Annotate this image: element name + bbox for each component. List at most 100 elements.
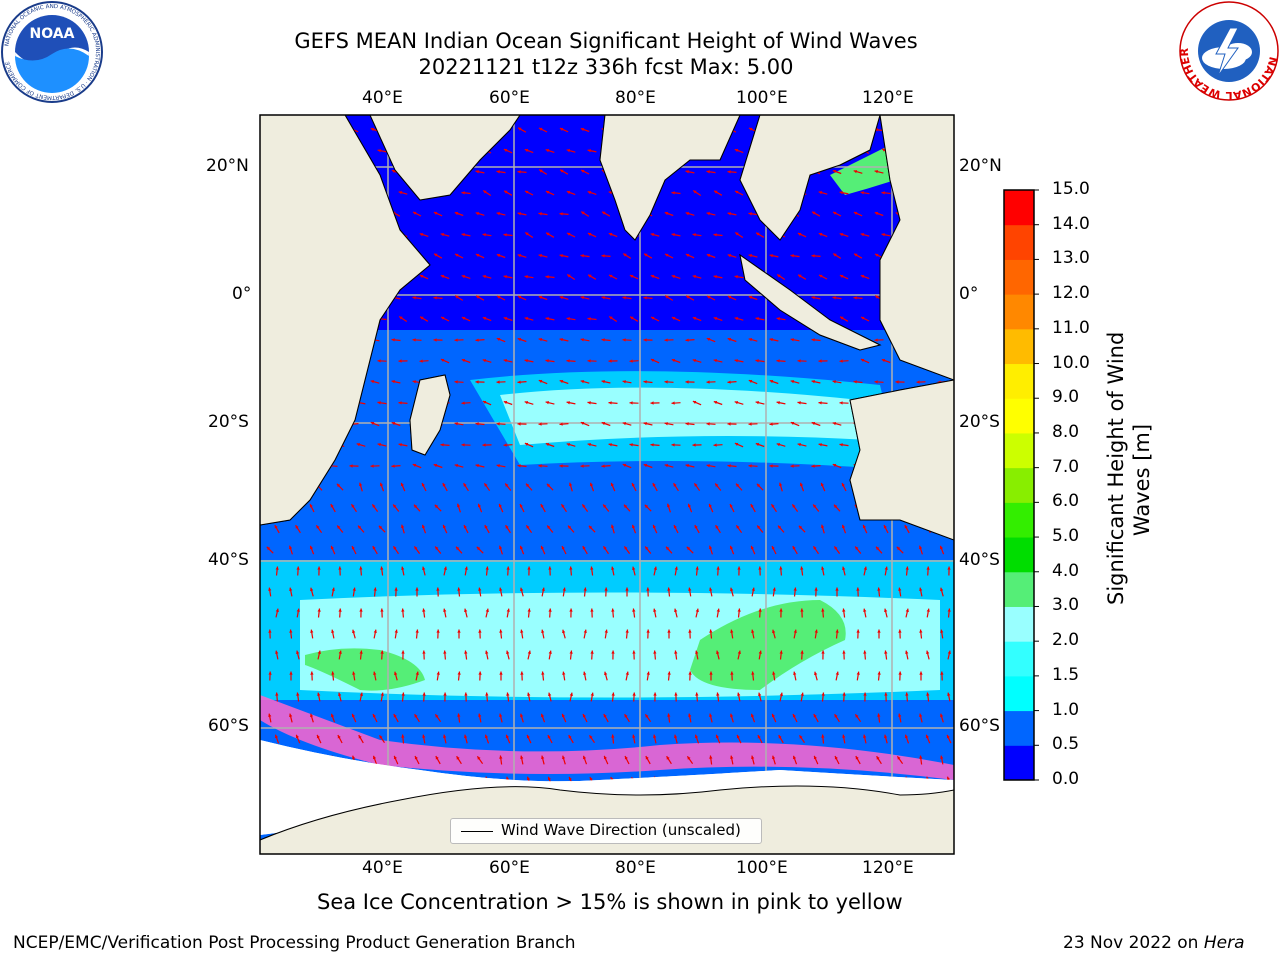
- wind-arrow-head: [580, 127, 585, 132]
- wind-arrow-head: [373, 629, 377, 633]
- wind-arrow-head: [674, 692, 678, 696]
- land-africa-top: [260, 115, 431, 526]
- colorbar-tick-label: 9.0: [1052, 387, 1080, 408]
- wind-arrow-head: [503, 359, 507, 363]
- wind-arrow-head: [380, 692, 384, 696]
- wind-arrow-head: [499, 629, 503, 633]
- antarctic-ice-shelf-top: [260, 740, 954, 835]
- lon-tick-top-60e: 60°E: [489, 88, 530, 108]
- wind-arrow-head: [483, 190, 487, 194]
- wind-arrow-head: [475, 212, 480, 216]
- wind-arrow-head: [611, 650, 615, 654]
- wind-arrow-head: [454, 464, 459, 468]
- wind-arrow-head: [412, 296, 416, 300]
- wind-arrow-head: [496, 253, 501, 258]
- wind-arrow-head: [583, 629, 587, 633]
- colorbar-segment: [1004, 745, 1034, 781]
- wind-arrow-head: [415, 671, 419, 675]
- lon-tick-top-100e: 100°E: [736, 88, 788, 108]
- wind-arrow-head: [862, 524, 866, 529]
- wind-arrow-head: [790, 464, 794, 468]
- wind-arrow-head: [653, 734, 657, 738]
- wind-arrow-head: [877, 629, 881, 633]
- wind-arrow-head: [545, 149, 550, 153]
- wind-arrow-head: [713, 443, 717, 447]
- wind-arrow-head: [538, 422, 542, 426]
- wind-arrow-head: [443, 692, 447, 696]
- wind-arrow-head: [274, 734, 279, 739]
- colorbar-segment: [1004, 571, 1034, 607]
- wind-arrow-head: [797, 232, 802, 236]
- wind-arrow-head: [559, 212, 563, 216]
- wind-arrow-head: [506, 692, 510, 696]
- wind-arrow-head: [713, 233, 717, 237]
- wind-arrow-head: [779, 566, 783, 570]
- land-indochina-top: [739, 115, 881, 241]
- wind-arrow-head: [853, 296, 857, 300]
- wind-arrow-head: [778, 525, 782, 529]
- wind-arrow-head: [727, 212, 731, 216]
- wind-arrow-head: [499, 545, 503, 550]
- wind-arrow-head: [755, 442, 760, 447]
- wind-arrow-head: [602, 211, 606, 215]
- colorbar-segment: [1004, 641, 1034, 677]
- wind-arrow-head: [485, 608, 489, 612]
- wind-arrow-head: [538, 464, 542, 468]
- wind-arrow-head: [520, 713, 524, 718]
- wind-arrow-head: [289, 713, 293, 717]
- wind-arrow-head: [478, 713, 482, 717]
- wind-arrow-head: [792, 755, 797, 760]
- wind-arrow-head: [750, 713, 755, 718]
- wind-arrow-head: [737, 566, 741, 570]
- wind-arrow-head: [581, 211, 585, 215]
- lat-tick-left-0: 0°: [232, 284, 252, 304]
- wind-arrow-head: [832, 380, 836, 384]
- wind-arrow-head: [667, 503, 671, 508]
- wind-arrow-head: [422, 608, 426, 612]
- wind-arrow-head: [665, 295, 669, 299]
- wind-arrow-head: [940, 755, 944, 759]
- wind-arrow-head: [790, 254, 794, 258]
- wind-arrow-head: [524, 359, 528, 363]
- wind-arrow-head: [811, 380, 815, 384]
- wind-arrow-head: [730, 587, 734, 592]
- wind-arrow-head: [797, 443, 801, 447]
- wind-arrow-head: [370, 421, 375, 425]
- wind-arrow-head: [540, 713, 545, 718]
- wind-arrow-head: [799, 735, 803, 739]
- wind-arrow-head: [372, 714, 376, 718]
- land-madagascar-top: [409, 374, 451, 456]
- wind-arrow-head: [566, 359, 570, 363]
- wind-arrow-head: [839, 233, 844, 237]
- wind-arrow-head: [587, 443, 591, 447]
- wind-arrow-head: [748, 295, 753, 300]
- wind-arrow-head: [478, 629, 482, 633]
- wind-arrow-head: [713, 400, 718, 405]
- wind-arrow-head: [856, 671, 860, 675]
- wind-arrow-head: [708, 503, 712, 508]
- wind-arrow-head: [877, 671, 881, 675]
- wind-arrow-head: [358, 525, 362, 529]
- wind-arrow-head: [632, 566, 636, 570]
- wind-arrow-head: [401, 566, 405, 570]
- wind-arrow-head: [569, 650, 573, 654]
- wind-arrow-head: [443, 608, 447, 612]
- wind-arrow-head: [524, 317, 529, 321]
- green-patch-east: [690, 600, 846, 690]
- wind-arrow-head: [463, 525, 467, 529]
- wind-arrow-head: [520, 671, 524, 675]
- wind-arrow-head: [919, 545, 923, 550]
- wind-arrow-head: [839, 401, 843, 405]
- wind-arrow-head: [419, 233, 424, 237]
- wind-arrow-head: [735, 190, 739, 194]
- wind-arrow-head: [331, 629, 335, 633]
- wind-arrow-head: [580, 338, 584, 342]
- wind-arrow-head: [539, 169, 543, 173]
- wind-arrow-head: [926, 566, 930, 570]
- wind-arrow-head: [295, 525, 299, 529]
- wind-arrow-head: [671, 191, 675, 195]
- wind-arrow-head: [266, 546, 271, 551]
- wind-arrow-head: [751, 587, 755, 591]
- wind-arrow-head: [517, 295, 522, 299]
- wind-arrow-head: [582, 755, 587, 760]
